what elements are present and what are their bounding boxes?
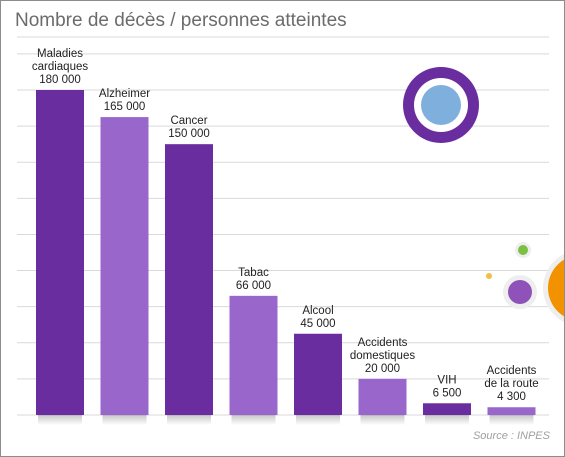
bar — [36, 90, 84, 415]
category-label: domestiques — [350, 350, 415, 362]
bar-label: Accidents domestiques 20 000 — [350, 337, 415, 375]
bar-label: Cancer 150 000 — [168, 115, 210, 140]
bar-label: Tabac 66 000 — [236, 267, 271, 292]
bar — [423, 403, 471, 415]
value-label: 150 000 — [168, 128, 210, 140]
bar-label: VIH 6 500 — [433, 374, 462, 399]
bar-shadow — [296, 415, 340, 425]
category-label: Cancer — [170, 115, 207, 127]
bar-label: Alcool 45 000 — [300, 305, 335, 330]
bar-shadow — [38, 415, 82, 425]
category-label: Accidents — [358, 337, 408, 349]
value-label: 180 000 — [39, 74, 81, 86]
bar — [165, 144, 213, 415]
bar-label: Accidents de la route 4 300 — [484, 365, 538, 403]
bar-shadow — [425, 415, 469, 425]
category-label: Alcool — [302, 305, 333, 317]
category-label: Alzheimer — [99, 88, 150, 100]
bar-shadow — [231, 415, 276, 425]
bar — [358, 378, 407, 415]
decorative-dot-yellow — [486, 273, 492, 279]
category-label: Accidents — [487, 365, 537, 377]
bar-label: Alzheimer 165 000 — [99, 88, 150, 113]
bar-shadow — [489, 415, 534, 425]
bar-shadow — [167, 415, 211, 425]
value-label: 6 500 — [433, 387, 462, 399]
bar — [100, 117, 149, 415]
category-label: cardiaques — [32, 61, 89, 73]
bar-labels: Maladies cardiaques 180 000 Alzheimer 165 00… — [32, 48, 539, 403]
chart-title: Nombre de décès / personnes atteintes — [15, 10, 347, 31]
decorative-dot-purple — [508, 280, 532, 304]
category-label: VIH — [437, 374, 456, 386]
bar — [487, 407, 536, 415]
decorative-circles — [403, 67, 564, 322]
value-label: 66 000 — [236, 280, 271, 292]
decorative-dot-green — [518, 245, 528, 255]
category-label: de la route — [484, 378, 538, 390]
decorative-disc-blue — [421, 85, 461, 125]
value-label: 165 000 — [104, 101, 146, 113]
bar — [229, 295, 278, 415]
bar — [294, 333, 342, 415]
bars — [36, 90, 536, 425]
gridlines — [17, 36, 549, 416]
value-label: 4 300 — [497, 391, 526, 403]
bar-shadow — [360, 415, 405, 425]
category-label: Maladies — [37, 48, 83, 60]
bar-label: Maladies cardiaques 180 000 — [32, 48, 89, 86]
decorative-disc-orange — [548, 259, 564, 317]
value-label: 45 000 — [300, 318, 335, 330]
source-note: Source : INPES — [472, 430, 550, 442]
category-label: Tabac — [238, 267, 269, 279]
value-label: 20 000 — [365, 363, 400, 375]
bar-shadow — [102, 415, 147, 425]
